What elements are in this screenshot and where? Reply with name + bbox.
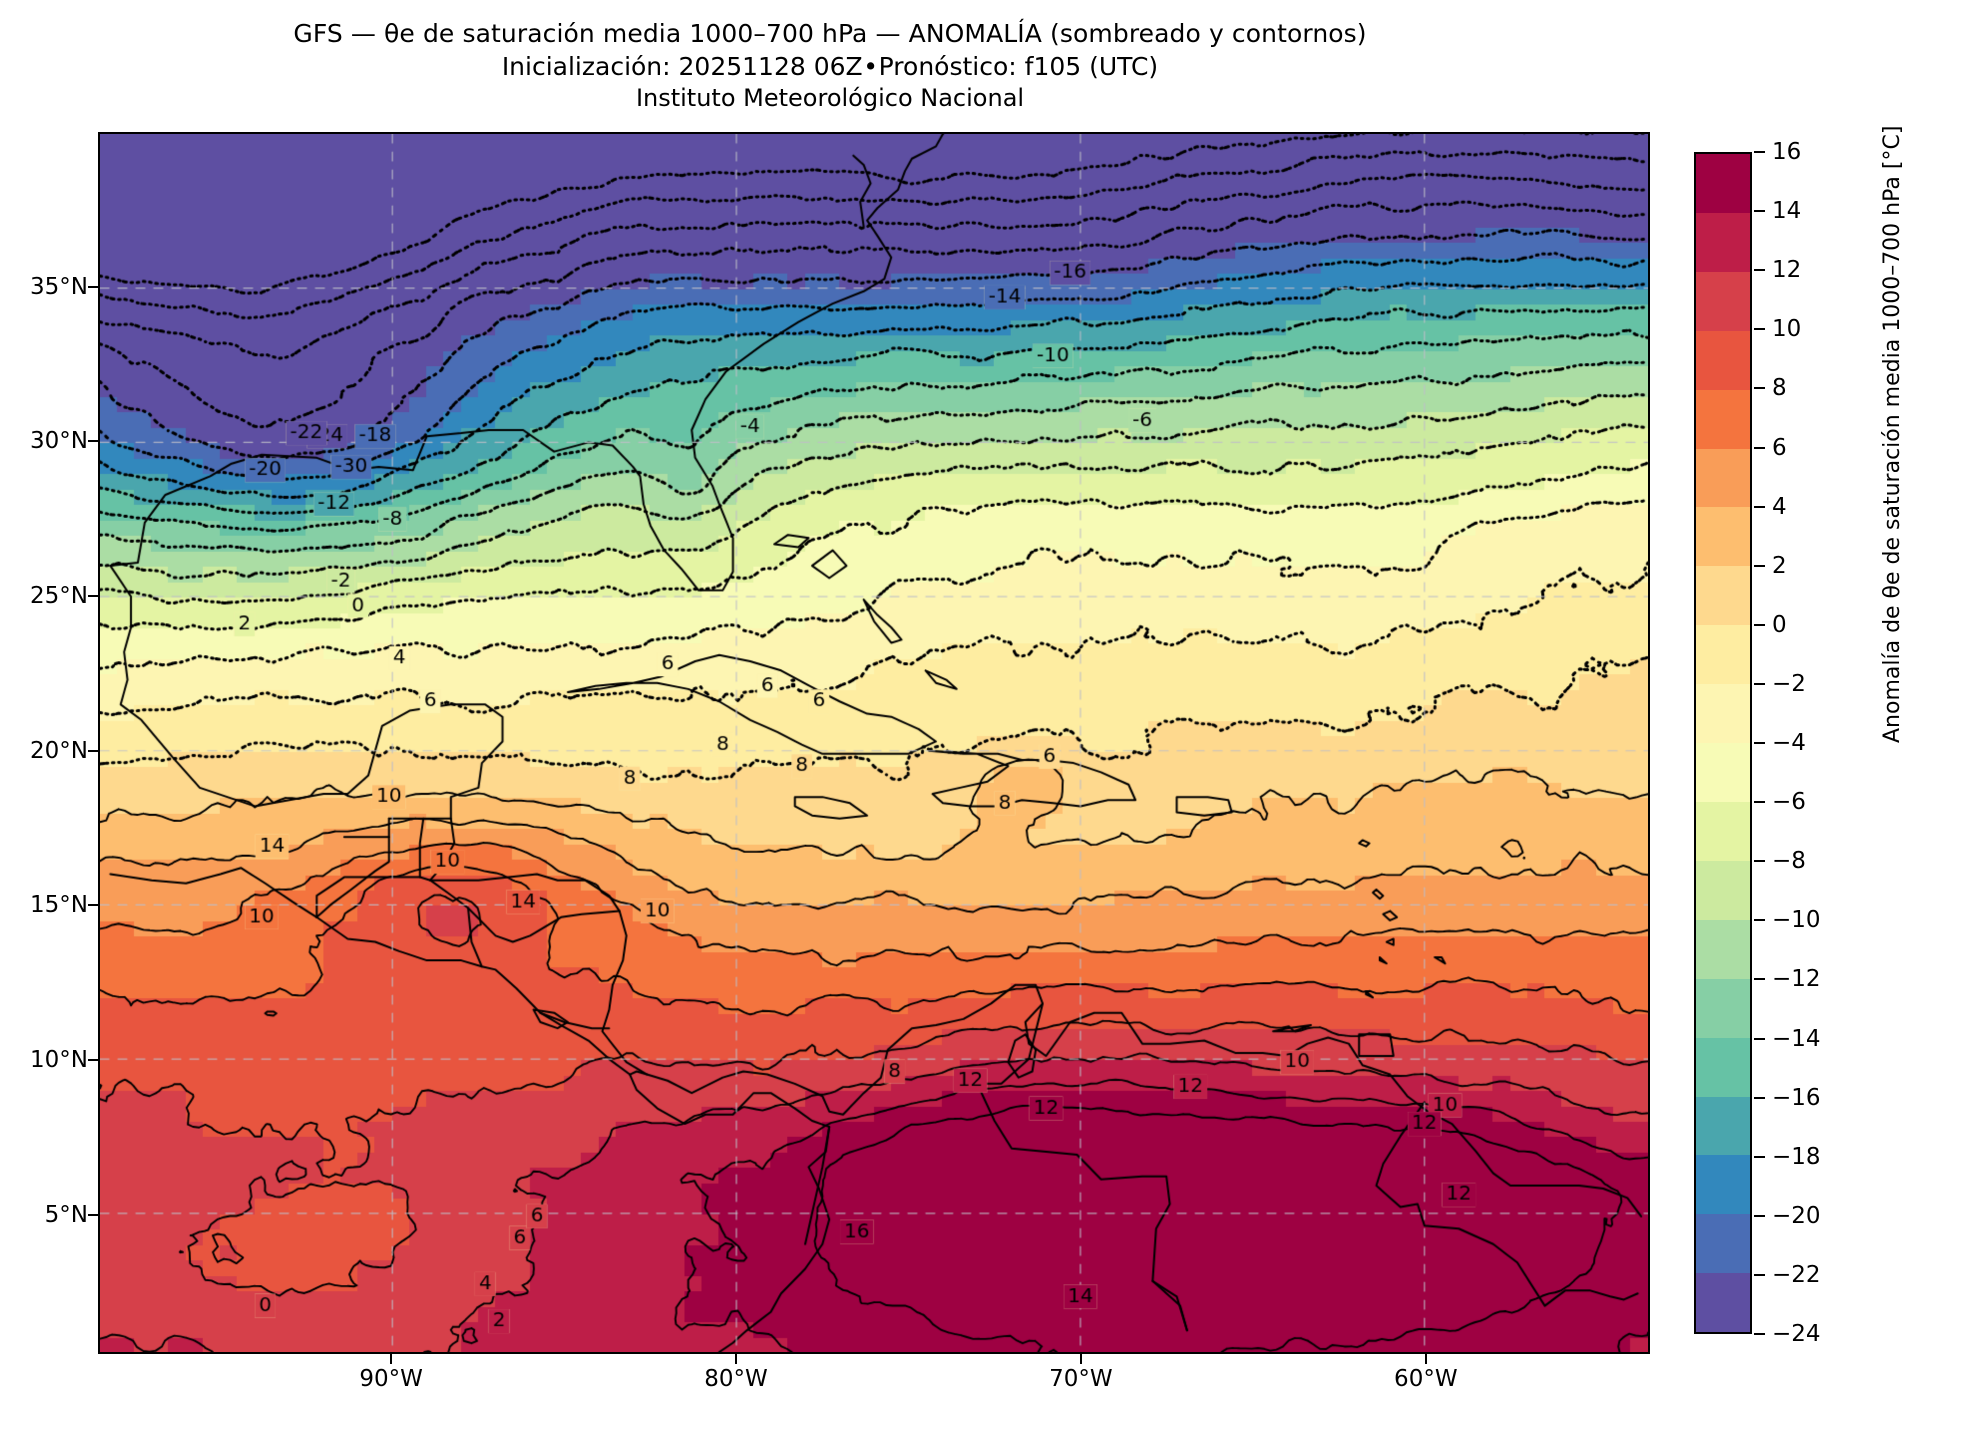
colorbar-band bbox=[1696, 448, 1750, 508]
colorbar-tick-mark bbox=[1754, 151, 1765, 153]
colorbar-tick-label: 0 bbox=[1772, 611, 1787, 638]
colorbar-band bbox=[1696, 1037, 1750, 1097]
latitude-tick-label: 30°N bbox=[30, 428, 88, 455]
latitude-tick-mark bbox=[88, 1213, 98, 1216]
colorbar[interactable] bbox=[1694, 152, 1752, 1334]
latitude-tick-mark bbox=[88, 595, 98, 598]
colorbar-band bbox=[1696, 743, 1750, 802]
colorbar-tick-mark bbox=[1754, 801, 1765, 804]
latitude-tick-label: 20°N bbox=[30, 737, 88, 764]
colorbar-band bbox=[1696, 154, 1750, 213]
colorbar-tick-label: 14 bbox=[1772, 198, 1802, 225]
longitude-tick-label: 60°W bbox=[1394, 1366, 1458, 1392]
colorbar-tick-mark bbox=[1754, 1214, 1765, 1217]
figure-title: GFS — θe de saturación media 1000–700 hP… bbox=[293, 19, 1367, 48]
figure-title-block: GFS — θe de saturación media 1000–700 hP… bbox=[0, 18, 1660, 114]
colorbar-tick-label: −4 bbox=[1772, 730, 1806, 756]
longitude-tick-mark bbox=[390, 1354, 393, 1364]
colorbar-tick-label: −22 bbox=[1772, 1261, 1821, 1288]
colorbar-tick-mark bbox=[1754, 978, 1765, 981]
longitude-tick-label: 80°W bbox=[704, 1366, 768, 1392]
colorbar-tick-mark bbox=[1754, 505, 1765, 508]
colorbar-band bbox=[1696, 919, 1750, 979]
colorbar-tick-mark bbox=[1754, 682, 1765, 685]
colorbar-band bbox=[1696, 330, 1750, 390]
anomaly-field-canvas bbox=[100, 134, 1648, 1352]
longitude-tick-label: 90°W bbox=[359, 1366, 423, 1392]
latitude-tick-label: 5°N bbox=[44, 1201, 88, 1228]
longitude-tick-mark bbox=[735, 1354, 738, 1364]
colorbar-band bbox=[1696, 507, 1750, 567]
colorbar-tick-mark bbox=[1754, 742, 1765, 744]
colorbar-band bbox=[1696, 978, 1750, 1038]
colorbar-tick-mark bbox=[1754, 919, 1765, 922]
colorbar-band bbox=[1696, 1155, 1750, 1215]
colorbar-band bbox=[1696, 212, 1750, 272]
colorbar-tick-mark bbox=[1754, 1096, 1765, 1099]
latitude-tick-mark bbox=[88, 1059, 98, 1062]
colorbar-tick-label: −8 bbox=[1772, 848, 1806, 875]
colorbar-tick-label: 4 bbox=[1772, 493, 1787, 520]
colorbar-band bbox=[1696, 566, 1750, 626]
colorbar-tick-mark bbox=[1754, 1037, 1765, 1040]
colorbar-band bbox=[1696, 271, 1750, 331]
colorbar-tick-label: −2 bbox=[1772, 670, 1806, 697]
colorbar-tick-mark bbox=[1754, 1273, 1765, 1276]
colorbar-tick-label: −12 bbox=[1772, 966, 1821, 993]
figure-subtitle: Inicialización: 20251128 06Z•Pronóstico:… bbox=[0, 51, 1660, 84]
latitude-tick-label: 35°N bbox=[30, 273, 88, 300]
colorbar-tick-mark bbox=[1754, 269, 1765, 272]
latitude-tick-label: 15°N bbox=[30, 892, 88, 919]
colorbar-band bbox=[1696, 801, 1750, 861]
latitude-tick-mark bbox=[88, 904, 98, 907]
longitude-tick-mark bbox=[1424, 1354, 1427, 1364]
latitude-tick-label: 10°N bbox=[30, 1047, 88, 1074]
colorbar-tick-mark bbox=[1754, 564, 1765, 567]
colorbar-band bbox=[1696, 625, 1750, 685]
colorbar-tick-mark bbox=[1754, 328, 1765, 331]
colorbar-band bbox=[1696, 860, 1750, 920]
subtitle-separator: • bbox=[863, 51, 879, 81]
colorbar-tick-label: −14 bbox=[1772, 1025, 1821, 1052]
init-time-label: Inicialización: 20251128 06Z bbox=[501, 51, 863, 81]
colorbar-tick-mark bbox=[1754, 1333, 1765, 1335]
colorbar-tick-label: 16 bbox=[1772, 139, 1802, 165]
institution-label: Instituto Meteorológico Nacional bbox=[635, 84, 1025, 112]
colorbar-tick-mark bbox=[1754, 860, 1765, 863]
colorbar-tick-label: 10 bbox=[1772, 316, 1802, 343]
latitude-tick-label: 25°N bbox=[30, 583, 88, 610]
colorbar-tick-label: 2 bbox=[1772, 552, 1787, 579]
latitude-tick-mark bbox=[88, 749, 98, 752]
colorbar-axis-label: Anomalía de θe de saturación media 1000–… bbox=[1880, 125, 1905, 743]
forecast-label: Pronóstico: f105 (UTC) bbox=[878, 51, 1159, 81]
colorbar-band bbox=[1696, 1273, 1750, 1333]
colorbar-tick-label: −10 bbox=[1772, 907, 1821, 934]
colorbar-tick-label: −18 bbox=[1772, 1143, 1821, 1170]
longitude-tick-mark bbox=[1079, 1354, 1082, 1364]
colorbar-tick-label: −20 bbox=[1772, 1202, 1821, 1229]
colorbar-tick-label: 12 bbox=[1772, 257, 1802, 284]
latitude-tick-mark bbox=[88, 285, 98, 288]
colorbar-tick-label: −16 bbox=[1772, 1084, 1821, 1111]
colorbar-tick-mark bbox=[1754, 387, 1765, 390]
colorbar-band bbox=[1696, 1096, 1750, 1156]
colorbar-tick-mark bbox=[1754, 623, 1765, 626]
colorbar-band bbox=[1696, 1214, 1750, 1274]
colorbar-band bbox=[1696, 389, 1750, 449]
latitude-tick-mark bbox=[88, 440, 98, 443]
colorbar-tick-label: −6 bbox=[1772, 789, 1806, 816]
colorbar-band bbox=[1696, 684, 1750, 744]
colorbar-tick-label: 6 bbox=[1772, 434, 1787, 461]
colorbar-tick-label: −24 bbox=[1772, 1321, 1821, 1347]
colorbar-tick-label: 8 bbox=[1772, 375, 1787, 402]
colorbar-tick-mark bbox=[1754, 446, 1765, 449]
colorbar-tick-mark bbox=[1754, 1155, 1765, 1158]
map-plot-area[interactable] bbox=[98, 132, 1650, 1354]
colorbar-tick-mark bbox=[1754, 210, 1765, 213]
longitude-tick-label: 70°W bbox=[1049, 1366, 1113, 1392]
